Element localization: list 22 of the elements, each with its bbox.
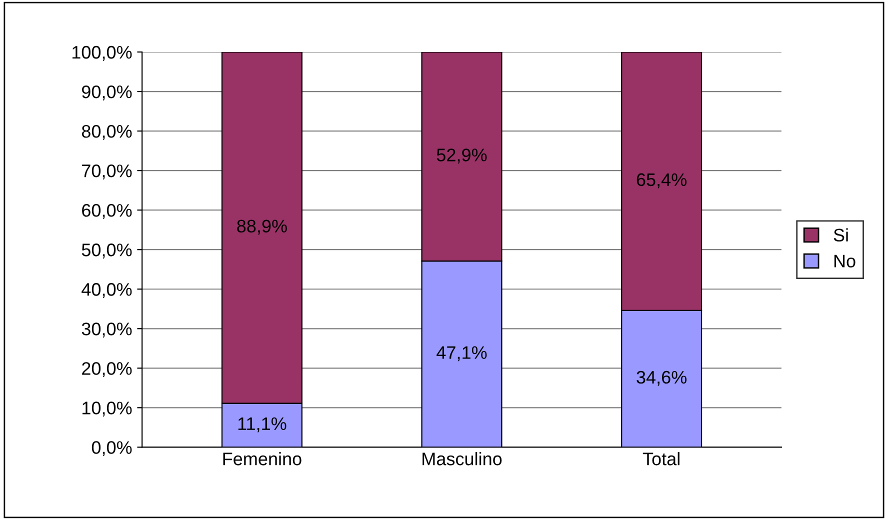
data-label: 34,6% [636,370,687,386]
y-tick-label: 70,0% [82,164,132,180]
x-tick-label: Femenino [223,452,302,466]
legend-label: No [834,254,856,268]
y-tick-label: 30,0% [82,322,132,338]
y-tick-label: 50,0% [82,244,132,258]
y-tick-label: 40,0% [82,283,132,298]
data-label: 47,1% [436,346,487,362]
y-tick-label: 60,0% [82,204,132,219]
y-tick-label: 20,0% [82,362,132,378]
y-tick-label: 100,0% [72,46,132,61]
data-label: 52,9% [436,148,487,164]
y-tick-label: 80,0% [82,124,132,140]
data-label: 65,4% [636,173,687,188]
legend-label: Si [834,228,848,242]
y-tick-label: 90,0% [82,85,132,100]
y-tick-label: 0,0% [92,441,132,456]
x-tick-label: Masculino [422,452,502,466]
data-label: 11,1% [238,417,286,432]
x-tick-label: Total [642,452,680,466]
data-label: 88,9% [237,220,287,235]
y-tick-label: 10,0% [82,402,132,417]
